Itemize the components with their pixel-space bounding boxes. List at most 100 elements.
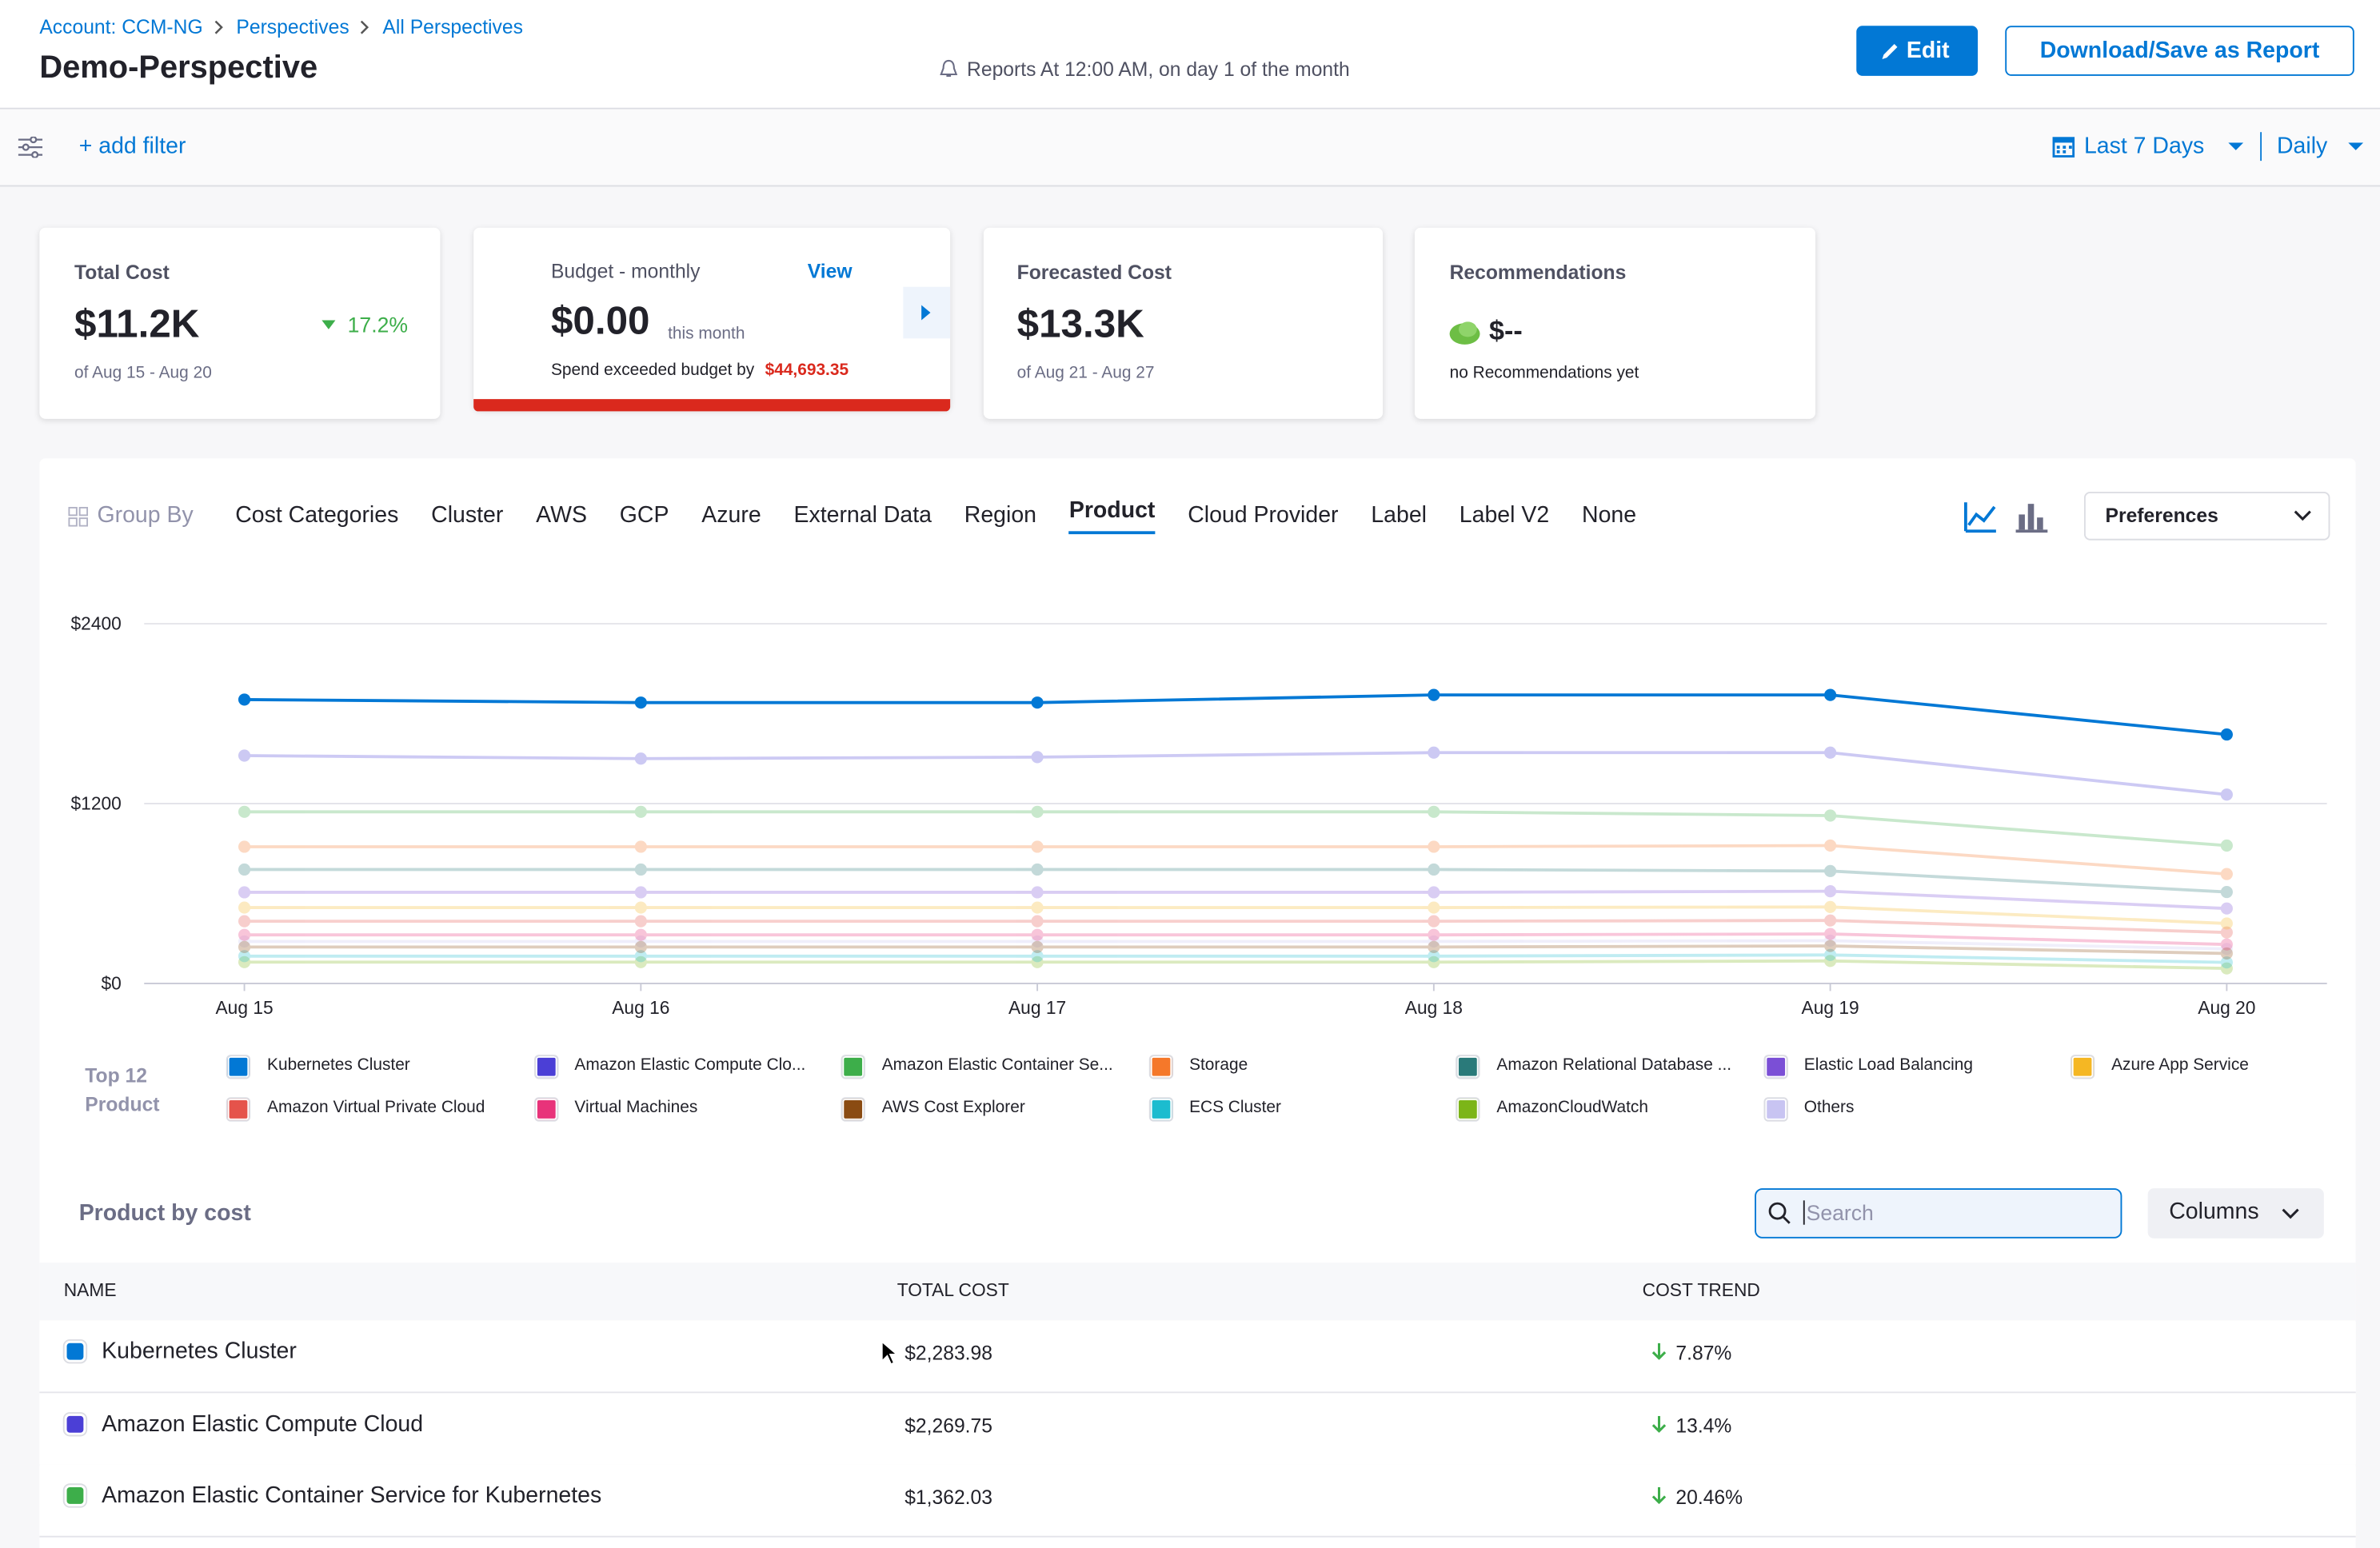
legend-label[interactable]: Amazon Relational Database ... — [1496, 1056, 1731, 1075]
group-by-option[interactable]: Product — [1069, 498, 1156, 535]
group-by-option[interactable]: AWS — [536, 502, 587, 528]
filter-icon[interactable] — [18, 137, 42, 158]
data-point — [238, 864, 250, 876]
column-header[interactable]: TOTAL COST — [897, 1279, 1009, 1301]
data-point — [1032, 929, 1044, 941]
bar-chart-toggle[interactable] — [2016, 501, 2048, 533]
legend-swatch[interactable] — [842, 1056, 864, 1078]
row-cost: $2,283.98 — [904, 1342, 992, 1364]
data-point — [2221, 903, 2233, 915]
legend-swatch[interactable] — [1457, 1056, 1479, 1078]
group-by-option[interactable]: Label — [1371, 502, 1427, 528]
granularity-caret[interactable] — [2348, 142, 2363, 151]
data-point — [2221, 939, 2233, 951]
budget-note: this month — [668, 325, 745, 343]
legend-swatch[interactable] — [228, 1056, 250, 1078]
legend-swatch[interactable] — [1150, 1098, 1172, 1119]
data-point — [635, 752, 647, 764]
data-point — [1428, 941, 1440, 953]
legend-label[interactable]: Elastic Load Balancing — [1804, 1056, 1973, 1075]
date-range[interactable]: Last 7 Days — [2084, 134, 2204, 159]
savings-icon — [1448, 319, 1482, 346]
page-title: Demo-Perspective — [39, 50, 317, 87]
calendar-icon[interactable] — [2052, 135, 2075, 158]
card-period: of Aug 15 - Aug 20 — [74, 365, 212, 383]
search-placeholder[interactable]: Search — [1803, 1200, 1874, 1224]
edit-label[interactable]: Edit — [1907, 38, 1950, 63]
legend-label[interactable]: Amazon Virtual Private Cloud — [267, 1098, 485, 1116]
series-line — [245, 892, 2227, 909]
legend-swatch[interactable] — [535, 1056, 557, 1078]
legend-label[interactable]: Kubernetes Cluster — [267, 1056, 410, 1075]
row-name: Amazon Elastic Compute Cloud — [102, 1410, 423, 1436]
legend-swatch[interactable] — [228, 1098, 250, 1119]
budget-exceeded: Spend exceeded budget by — [551, 361, 754, 380]
group-by-option[interactable]: External Data — [793, 502, 932, 528]
group-by-option[interactable]: Cluster — [431, 502, 503, 528]
group-by-option[interactable]: Region — [964, 502, 1036, 528]
granularity[interactable]: Daily — [2277, 134, 2327, 159]
budget-view-link[interactable]: View — [808, 260, 853, 282]
data-point — [1428, 901, 1440, 913]
breadcrumb-separator — [358, 20, 373, 35]
data-point — [635, 840, 647, 852]
series — [238, 949, 2233, 969]
table-row[interactable] — [39, 1320, 2355, 1393]
legend-swatch[interactable] — [2072, 1056, 2094, 1078]
y-tick-label: $2400 — [71, 613, 122, 634]
breadcrumb-link[interactable]: Account: CCM-NG — [39, 15, 202, 38]
budget-card — [473, 228, 950, 410]
group-by-option[interactable]: Label V2 — [1460, 502, 1549, 528]
data-point — [238, 941, 250, 953]
series — [238, 901, 2233, 930]
data-point — [2221, 840, 2233, 852]
legend-swatch[interactable] — [1457, 1098, 1479, 1119]
legend-swatch[interactable] — [535, 1098, 557, 1119]
legend-label[interactable]: Amazon Elastic Compute Clo... — [574, 1056, 805, 1075]
data-point — [1032, 916, 1044, 928]
legend-swatch[interactable] — [1764, 1056, 1786, 1078]
line-chart-toggle[interactable] — [1964, 501, 1998, 533]
legend-swatch[interactable] — [1150, 1056, 1172, 1078]
group-by-option[interactable]: GCP — [620, 502, 669, 528]
column-header[interactable]: COST TREND — [1643, 1279, 1760, 1301]
breadcrumb-link[interactable]: Perspectives — [236, 15, 349, 38]
group-by-option[interactable]: Cloud Provider — [1188, 502, 1338, 528]
group-by-label: Group By — [97, 502, 193, 528]
preferences-label[interactable]: Preferences — [2106, 504, 2218, 526]
data-point — [1428, 747, 1440, 759]
row-name: Kubernetes Cluster — [102, 1339, 297, 1364]
columns-label[interactable]: Columns — [2169, 1199, 2258, 1224]
legend-label[interactable]: Amazon Elastic Container Se... — [882, 1056, 1113, 1075]
legend-label[interactable]: Storage — [1189, 1056, 1248, 1075]
add-filter[interactable]: + add filter — [79, 134, 186, 159]
legend-label[interactable]: Virtual Machines — [574, 1098, 697, 1116]
legend-label[interactable]: AmazonCloudWatch — [1496, 1098, 1648, 1116]
group-by-option[interactable]: Cost Categories — [235, 502, 398, 528]
data-point — [1032, 901, 1044, 913]
group-by-option[interactable]: None — [1582, 502, 1636, 528]
legend-swatch[interactable] — [1764, 1098, 1786, 1119]
data-point — [238, 749, 250, 761]
breadcrumb-link[interactable]: All Perspectives — [382, 15, 523, 38]
legend-label[interactable]: Azure App Service — [2111, 1056, 2249, 1075]
row-swatch — [67, 1487, 84, 1504]
data-point — [1824, 885, 1836, 897]
columns-caret[interactable] — [2282, 1208, 2300, 1220]
next-icon[interactable] — [921, 305, 930, 320]
download-label[interactable]: Download/Save as Report — [2005, 38, 2354, 63]
data-point — [1824, 915, 1836, 927]
legend-swatch[interactable] — [842, 1098, 864, 1119]
legend-label[interactable]: ECS Cluster — [1189, 1098, 1281, 1116]
group-by-option[interactable]: Azure — [701, 502, 761, 528]
data-point — [1824, 928, 1836, 940]
y-tick-label: $1200 — [71, 793, 122, 814]
preferences-caret[interactable] — [2294, 510, 2312, 522]
column-header[interactable]: NAME — [64, 1279, 117, 1301]
legend-label[interactable]: Others — [1804, 1098, 1855, 1116]
range-caret[interactable] — [2228, 142, 2243, 151]
data-point — [238, 916, 250, 928]
edit-icon — [1879, 41, 1901, 62]
data-point — [635, 929, 647, 941]
legend-label[interactable]: AWS Cost Explorer — [882, 1098, 1025, 1116]
